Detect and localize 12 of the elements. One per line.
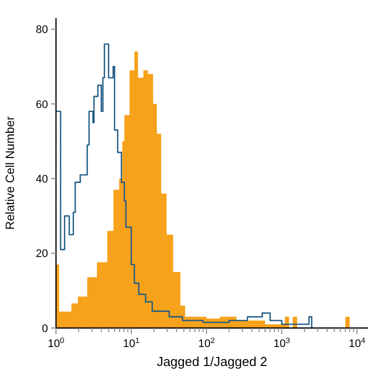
y-tick-label: 40 [36,173,48,186]
y-tick-label: 80 [36,24,48,36]
y-tick-label: 20 [36,248,48,260]
y-axis-title: Relative Cell Number [3,116,17,230]
x-tick-label: 10$^{3}$ [273,336,290,350]
x-tick-label: 10$^{1}$ [122,336,140,350]
y-tick-label: 60 [36,98,48,111]
x-tick-label: 10$^{4}$ [348,336,366,350]
y-tick-label: 0 [42,322,48,335]
x-axis-title: Jagged 1/Jagged 2 [156,354,268,369]
x-tick-label: 10$^{2}$ [198,336,215,350]
x-tick-label: 10$^{0}$ [48,336,64,350]
